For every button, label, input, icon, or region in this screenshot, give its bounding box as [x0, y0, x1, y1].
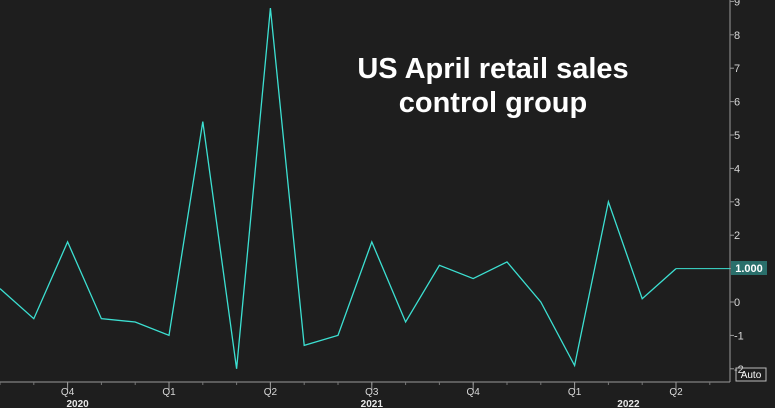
x-tick-label: Q2 [669, 387, 683, 398]
y-tick-label: -1 [734, 330, 744, 342]
y-tick-label: 2 [734, 230, 740, 242]
x-tick-label: Q4 [61, 387, 75, 398]
y-tick-label: 4 [734, 163, 740, 175]
x-tick-label: Q3 [365, 387, 379, 398]
x-year-label: 2021 [361, 399, 384, 408]
x-tick-label: Q1 [568, 387, 582, 398]
x-year-label: 2020 [66, 399, 89, 408]
last-value-badge [731, 261, 767, 275]
x-axis: Q4 Q1 Q2 Q3 Q4 Q1 Q2 2020 2021 2022 [0, 381, 730, 408]
series-layer [0, 7, 730, 369]
title-line-2: control group [399, 87, 587, 119]
y-tick-label: 3 [734, 197, 740, 209]
last-value-label: 1.000 [735, 263, 763, 275]
x-tick-label: Q2 [264, 387, 278, 398]
auto-scale-box[interactable] [735, 367, 767, 382]
x-tick-label: Q1 [162, 387, 176, 398]
y-tick-label: 6 [734, 97, 740, 109]
x-year-label: 2022 [617, 399, 640, 408]
y-tick-label: 9 [734, 0, 740, 8]
y-tick-label: 8 [734, 30, 740, 42]
last-value-badge-group: 1.000 [731, 261, 767, 275]
title-line-1: US April retail sales [357, 53, 628, 85]
y-tick-label: 5 [734, 130, 740, 142]
y-tick-label: -2 [734, 364, 744, 376]
chart-title: US April retail sales control group [357, 53, 628, 119]
x-tick-label: Q4 [467, 387, 481, 398]
y-tick-label: 7 [734, 63, 740, 75]
auto-scale-label[interactable]: Auto [741, 370, 762, 381]
y-tick-label: 0 [734, 297, 740, 309]
auto-scale-control[interactable]: Auto [735, 367, 767, 382]
y-axis: 9876543210-1-2 [729, 0, 744, 382]
